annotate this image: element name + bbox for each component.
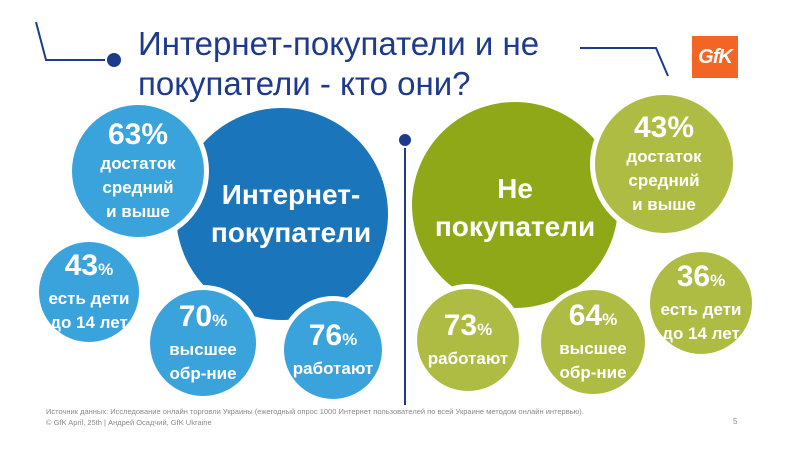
non-buyers-children-line-2: до 14 лет bbox=[662, 324, 740, 343]
buyers-income-line-1: достаток bbox=[100, 154, 176, 173]
buyers-working-line-1: работают bbox=[292, 359, 374, 378]
title-line-2: покупатели - кто они? bbox=[138, 65, 471, 102]
buyers-working-bubble: 76% работают bbox=[279, 296, 387, 404]
non-buyers-income-line-3: и выше bbox=[632, 195, 696, 214]
non-buyers-children-unit: % bbox=[710, 271, 726, 290]
non-buyers-education-line-1: высшее bbox=[559, 339, 627, 358]
buyers-income-value: 63% bbox=[107, 118, 169, 151]
buyers-main-bubble: Интернет- покупатели bbox=[176, 108, 388, 320]
non-buyers-education-bubble: 64% высшее обр-ние bbox=[536, 285, 650, 399]
buyers-education-value: 70 bbox=[178, 300, 213, 333]
buyers-education-line-2: обр-ние bbox=[169, 364, 237, 383]
non-buyers-children-bubble: 36% есть дети до 14 лет bbox=[645, 247, 757, 359]
non-buyers-education-value: 64 bbox=[568, 299, 603, 332]
title-line-1: Интернет-покупатели и не bbox=[138, 25, 540, 62]
buyers-education-bubble: 70% высшее обр-ние bbox=[145, 285, 261, 401]
non-buyers-main-bubble: Не покупатели bbox=[412, 102, 618, 308]
page-number: 5 bbox=[733, 417, 738, 426]
left-accent-line bbox=[35, 21, 112, 61]
non-buyers-education-line-2: обр-ние bbox=[559, 363, 627, 382]
buyers-children-unit: % bbox=[98, 260, 114, 279]
left-accent-dot bbox=[105, 51, 123, 69]
buyers-children-line-1: есть дети bbox=[48, 289, 130, 308]
non-buyers-income-value: 43% bbox=[633, 111, 695, 144]
non-buyers-income-line-2: средний bbox=[628, 171, 700, 190]
buyers-income-line-2: средний bbox=[102, 178, 174, 197]
buyers-income-bubble: 63% достаток средний и выше bbox=[67, 100, 209, 242]
buyers-children-value: 43 bbox=[64, 249, 99, 282]
buyers-education-line-1: высшее bbox=[169, 340, 237, 359]
buyers-main-line-2: покупатели bbox=[210, 217, 372, 248]
buyers-income-line-3: и выше bbox=[106, 202, 170, 221]
non-buyers-income-line-1: достаток bbox=[626, 147, 702, 166]
buyers-working-value: 76 bbox=[308, 319, 343, 352]
footer-source: Источник данных: Исследование онлайн тор… bbox=[46, 407, 584, 416]
non-buyers-children-line-1: есть дети bbox=[660, 300, 742, 319]
non-buyers-children-value: 36 bbox=[676, 260, 711, 293]
buyers-working-unit: % bbox=[342, 330, 358, 349]
non-buyers-education-unit: % bbox=[602, 310, 618, 329]
buyers-education-unit: % bbox=[212, 311, 228, 330]
non-buyers-working-unit: % bbox=[477, 320, 493, 339]
non-buyers-income-bubble: 43% достаток средний и выше bbox=[590, 90, 738, 238]
buyers-children-line-2: до 14 лет bbox=[50, 313, 128, 332]
page-title: Интернет-покупатели и не покупатели - кт… bbox=[138, 24, 608, 104]
footer-copyright: © GfK April, 25th | Андрей Осадчий, GfK … bbox=[46, 418, 212, 427]
non-buyers-working-value: 73 bbox=[443, 309, 478, 342]
center-divider-dot bbox=[397, 132, 413, 148]
right-accent-line bbox=[580, 47, 669, 77]
non-buyers-main-line-2: покупатели bbox=[434, 211, 596, 242]
buyers-children-bubble: 43% есть дети до 14 лет bbox=[34, 237, 144, 347]
non-buyers-working-line-1: работают bbox=[427, 349, 509, 368]
non-buyers-main-line-1: Не bbox=[497, 173, 533, 204]
buyers-main-line-1: Интернет- bbox=[221, 179, 361, 210]
gfk-logo: GfK bbox=[692, 36, 738, 78]
non-buyers-working-bubble: 73% работают bbox=[412, 284, 524, 396]
